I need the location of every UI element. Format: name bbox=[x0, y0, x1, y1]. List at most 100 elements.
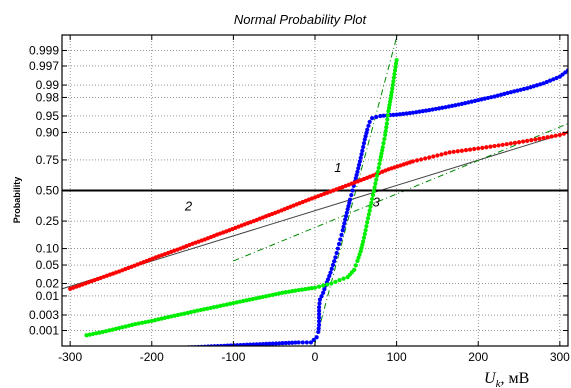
data-point bbox=[389, 90, 394, 95]
data-point bbox=[270, 341, 275, 346]
data-point bbox=[244, 298, 249, 303]
data-point bbox=[436, 106, 442, 111]
data-point bbox=[321, 283, 326, 288]
data-point bbox=[123, 324, 128, 329]
data-point bbox=[214, 304, 220, 309]
series-annotation: 2 bbox=[184, 198, 193, 213]
data-point bbox=[386, 109, 391, 114]
data-point bbox=[423, 108, 429, 113]
data-point bbox=[159, 316, 164, 321]
data-point bbox=[97, 330, 102, 335]
data-point bbox=[358, 155, 363, 160]
data-point bbox=[451, 149, 456, 154]
data-point bbox=[355, 258, 360, 264]
data-point bbox=[508, 90, 513, 95]
data-point bbox=[283, 340, 288, 346]
data-point bbox=[391, 112, 396, 117]
data-point bbox=[333, 279, 338, 284]
data-point bbox=[325, 282, 330, 287]
data-point bbox=[135, 348, 139, 352]
y-tick-label: 0.50 bbox=[36, 184, 60, 198]
data-point bbox=[152, 318, 158, 323]
data-point bbox=[87, 332, 92, 337]
data-point bbox=[341, 276, 346, 281]
data-point bbox=[361, 141, 367, 146]
y-tick-label: 0.25 bbox=[36, 214, 60, 228]
data-point bbox=[370, 196, 375, 202]
data-point bbox=[107, 328, 112, 333]
data-point bbox=[364, 130, 369, 136]
data-point bbox=[496, 143, 501, 148]
data-point bbox=[290, 340, 295, 345]
grid-lines bbox=[62, 35, 568, 346]
data-point bbox=[316, 326, 321, 331]
data-point bbox=[381, 141, 386, 146]
data-point bbox=[311, 337, 316, 342]
data-point bbox=[304, 340, 309, 345]
data-point bbox=[516, 140, 522, 145]
data-point bbox=[369, 200, 374, 205]
data-point bbox=[167, 346, 171, 350]
data-point bbox=[354, 172, 359, 178]
data-point bbox=[228, 343, 233, 346]
data-point bbox=[467, 147, 473, 152]
data-point bbox=[327, 273, 332, 279]
data-point bbox=[393, 64, 398, 70]
data-point bbox=[192, 309, 197, 314]
data-point bbox=[316, 308, 322, 313]
y-tick-label: 0.999 bbox=[29, 43, 59, 57]
data-point bbox=[463, 148, 469, 153]
data-point bbox=[130, 322, 135, 327]
data-point bbox=[277, 341, 282, 346]
y-tick-label: 0.95 bbox=[36, 109, 60, 123]
x-axis-label-main: U bbox=[484, 370, 497, 387]
data-point bbox=[433, 106, 438, 112]
data-point bbox=[431, 154, 436, 159]
y-tick-label: 0.75 bbox=[36, 153, 60, 167]
data-point bbox=[350, 188, 355, 193]
data-point bbox=[103, 329, 109, 334]
data-point bbox=[361, 235, 367, 240]
data-point bbox=[273, 341, 279, 346]
data-point bbox=[466, 100, 471, 105]
data-point bbox=[329, 266, 334, 271]
data-point bbox=[224, 302, 229, 307]
data-point bbox=[476, 146, 481, 151]
data-point bbox=[273, 292, 278, 297]
data-point bbox=[199, 344, 204, 346]
data-point bbox=[385, 117, 390, 122]
data-point bbox=[113, 326, 118, 331]
data-point bbox=[218, 303, 223, 308]
data-point bbox=[378, 154, 384, 159]
data-point bbox=[344, 210, 349, 215]
x-axis-ticks: -300 -200 -100 0 100 200 300 bbox=[58, 35, 570, 364]
data-point bbox=[366, 123, 371, 128]
y-tick-label: 0.98 bbox=[36, 90, 60, 104]
data-point bbox=[427, 107, 432, 113]
data-point bbox=[480, 145, 485, 150]
data-point bbox=[296, 340, 301, 345]
data-point bbox=[257, 295, 262, 300]
data-point bbox=[94, 331, 99, 336]
x-tick-label: -300 bbox=[58, 350, 82, 364]
data-point bbox=[314, 335, 319, 340]
y-axis-ticks: 0.001 0.003 0.010.02 0.05 0.10 0.25 0.50 0.75 0.… bbox=[29, 43, 568, 338]
data-point bbox=[270, 292, 275, 297]
data-point bbox=[283, 290, 288, 295]
data-point bbox=[392, 68, 398, 73]
data-point bbox=[498, 92, 504, 97]
data-point bbox=[357, 252, 362, 257]
data-point bbox=[391, 79, 396, 84]
data-point bbox=[495, 93, 500, 98]
data-point bbox=[286, 340, 292, 345]
data-point bbox=[482, 96, 487, 101]
data-point bbox=[417, 109, 422, 114]
data-point bbox=[489, 95, 494, 100]
x-axis-label: Uk, мВ bbox=[484, 370, 529, 388]
data-point bbox=[172, 313, 177, 318]
data-point bbox=[316, 322, 322, 328]
data-point bbox=[410, 110, 416, 115]
data-point bbox=[430, 107, 435, 112]
data-point bbox=[521, 139, 526, 144]
data-point bbox=[260, 294, 265, 300]
